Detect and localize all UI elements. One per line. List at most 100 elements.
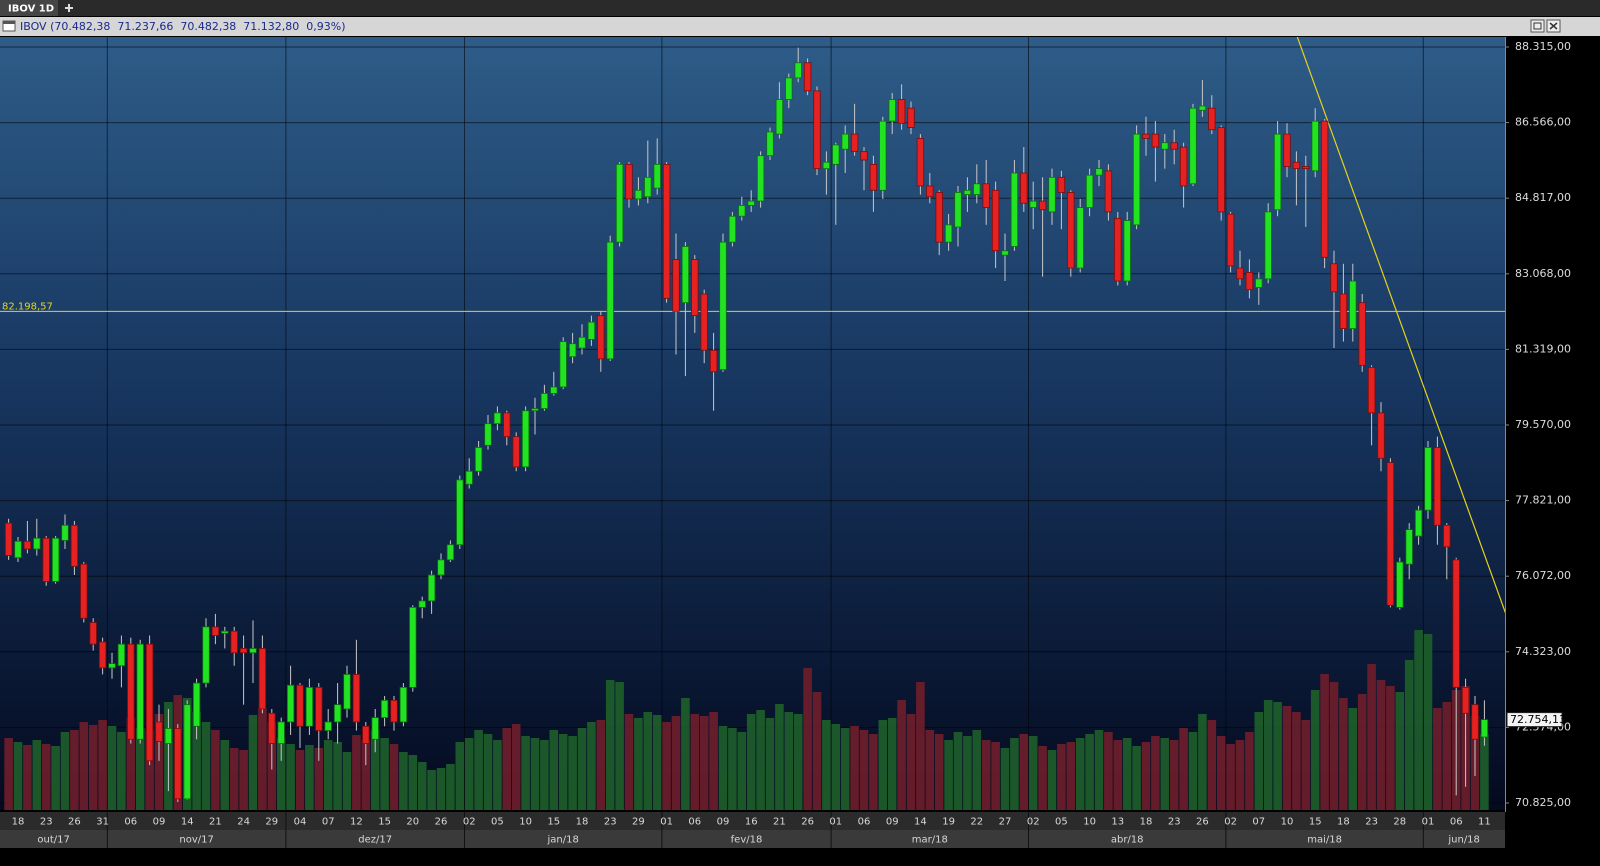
y-tick-label: 84.817,00 (1515, 191, 1571, 204)
y-tick-label: 77.821,00 (1515, 494, 1571, 507)
volume-bar (455, 742, 465, 810)
maximize-button[interactable] (1530, 19, 1545, 33)
volume-bar (1301, 720, 1311, 810)
candle-body (1067, 192, 1075, 269)
grid-layer (0, 37, 1505, 810)
volume-bar (1376, 680, 1386, 810)
candle-body (1264, 211, 1272, 280)
volume-bar (963, 736, 972, 810)
candle-body (474, 447, 483, 472)
volume-bar (502, 728, 512, 810)
month-label: jun/18 (1447, 835, 1480, 846)
y-tick-label: 83.068,00 (1515, 267, 1571, 280)
volume-bar (352, 735, 361, 810)
volume-bar (831, 724, 841, 810)
month-label: out/17 (37, 835, 69, 846)
maximize-icon[interactable] (1533, 22, 1542, 30)
candle-body (756, 155, 765, 202)
x-tick-label: 02 (1224, 817, 1237, 828)
volume-bar (1414, 630, 1423, 810)
volume-bar (897, 700, 906, 810)
volume-bar (1000, 748, 1010, 810)
volume-bar (314, 748, 324, 810)
candle-body (1424, 447, 1432, 511)
candle-body (1292, 161, 1301, 170)
candle-body (662, 163, 671, 299)
support-label: 82.198,57 (2, 301, 53, 312)
x-tick-label: 04 (294, 817, 307, 828)
tab[interactable] (0, 0, 58, 16)
candle-body (437, 559, 445, 576)
volume-bar (1339, 698, 1348, 810)
candle-body (399, 686, 408, 723)
volume-bar (587, 722, 596, 810)
add-tab-icon[interactable] (65, 4, 73, 12)
volume-bar (464, 738, 474, 810)
date-axis (0, 812, 1505, 830)
candle-body (145, 643, 154, 762)
volume-bar (596, 720, 606, 810)
tab-bar (0, 0, 1600, 16)
x-tick-label: 07 (322, 817, 335, 828)
candle-body (766, 131, 774, 157)
volume-bar (408, 755, 418, 810)
month-label: fev/18 (731, 835, 763, 846)
candle-body (249, 648, 257, 654)
volume-bar (756, 710, 765, 810)
candle-body (1339, 293, 1348, 329)
candle-body (935, 192, 943, 243)
volume-bar (342, 752, 352, 810)
volume-bar (88, 725, 98, 810)
volume-bar (925, 730, 935, 810)
tab-label[interactable]: IBOV 1D (8, 4, 54, 15)
candle-body (1443, 524, 1451, 548)
candle-body (1151, 133, 1160, 148)
candle-body (446, 544, 455, 561)
volume-bar (474, 730, 483, 810)
volume-bar (511, 724, 521, 810)
candle-body (1170, 142, 1178, 150)
volume-bar (370, 730, 380, 810)
candle-body (456, 479, 464, 546)
volume-bar (690, 714, 700, 810)
candle-layer (4, 47, 1489, 802)
candle-body (343, 674, 351, 710)
candle-body (973, 183, 981, 195)
month-label: dez/17 (358, 835, 392, 846)
annotation-layer (0, 37, 1505, 614)
volume-bar (239, 750, 248, 810)
x-tick-label: 15 (1309, 817, 1322, 828)
candle-body (1396, 561, 1404, 608)
volume-bar (126, 718, 136, 810)
close-icon[interactable] (1549, 22, 1558, 30)
candle-body (98, 641, 107, 669)
x-tick-label: 18 (12, 817, 25, 828)
volume-bar (568, 736, 577, 810)
candle-body (1095, 168, 1103, 176)
x-tick-label: 10 (1281, 817, 1294, 828)
month-label: mar/18 (912, 835, 948, 846)
volume-bar (1423, 634, 1433, 810)
volume-bar (1348, 708, 1358, 810)
x-tick-label: 14 (914, 817, 927, 828)
candle-body (1104, 170, 1113, 213)
candle-body (277, 721, 285, 744)
candle-body (540, 393, 549, 409)
volume-bar (1442, 702, 1452, 810)
volume-bar (1367, 664, 1376, 810)
candle-body (512, 436, 520, 468)
candle-body (23, 540, 32, 550)
volume-layer (4, 630, 1489, 810)
candle-body (333, 704, 342, 723)
candle-body (1255, 278, 1263, 288)
candle-body (70, 524, 79, 567)
candle-body (1320, 120, 1329, 258)
candle-body (174, 728, 182, 800)
volume-bar (135, 728, 145, 810)
candle-body (268, 712, 276, 744)
volume-bar (229, 748, 239, 810)
x-tick-label: 15 (547, 817, 560, 828)
candle-body (1405, 529, 1413, 565)
